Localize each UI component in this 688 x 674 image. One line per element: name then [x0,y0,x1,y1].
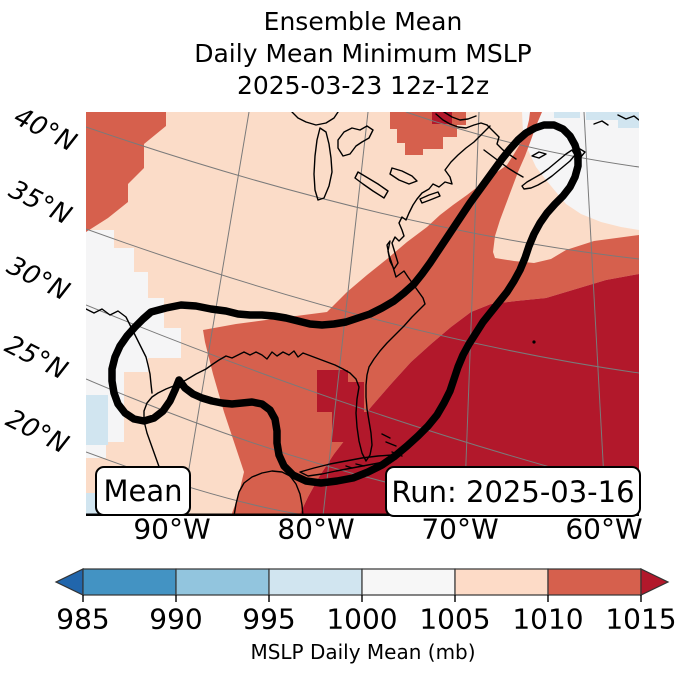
meridian-60w [583,112,607,516]
coastline-pei [531,151,547,159]
cbar-tick-995: 995 [242,602,296,636]
colorbar-seg-990-995 [175,568,270,596]
coastline-bay-of-fundy [483,149,524,178]
title-line-1: Ensemble Mean [263,7,463,36]
cbar-tick-990: 990 [149,602,203,636]
member-label: Mean [103,474,183,508]
lon-tick-60w: 60°W [565,512,643,546]
parallel-45n [405,112,639,168]
meridian-70w [463,112,480,516]
run-label: Run: 2025-03-16 [391,474,635,509]
lon-tick-70w: 70°W [421,512,499,546]
parallel-40n [86,126,639,260]
lat-tick-25n: 25°N [0,329,73,387]
title-block: Ensemble Mean Daily Mean Minimum MSLP 20… [86,6,640,102]
colorbar-seg-1005-1010 [454,568,549,596]
run-label-box: Run: 2025-03-16 [385,466,641,517]
coastline-florida-keys [345,463,365,469]
lake-erie [354,171,389,199]
coastline-st-lawrence [435,113,488,129]
parallel-35n [86,228,639,374]
title-line-3: 2025-03-23 12z-12z [236,71,490,100]
cbar-tick-1000: 1000 [326,602,398,636]
colorbar-seg-985-990 [82,568,177,596]
meridian-80w [322,112,369,516]
coastline-anticosti [593,120,609,126]
lat-tick-40n: 40°N [8,101,82,159]
bermuda-dot [532,340,536,344]
lake-michigan [313,127,333,201]
coastline-st-lawrence-north [443,112,477,121]
colorbar-over-arrow [640,568,670,596]
coastline-long-island [419,191,441,204]
parallel-20n [86,451,312,516]
lat-tick-35n: 35°N [3,174,77,232]
colorbar-seg-995-1000 [268,568,363,596]
lake-huron [337,125,374,157]
colorbar-seg-1010-1015 [547,568,642,596]
meridian-90w [180,112,250,516]
lon-tick-80w: 80°W [277,512,355,546]
lon-tick-90w: 90°W [133,512,211,546]
coastline-yucatan [233,470,304,516]
lat-tick-20n: 20°N [0,403,74,461]
colorbar-body [54,568,670,596]
cbar-tick-1005: 1005 [419,602,491,636]
member-label-box: Mean [95,466,191,516]
ensemble-contour [108,121,582,487]
title-line-2: Daily Mean Minimum MSLP [194,39,532,68]
lat-tick-30n: 30°N [1,250,75,308]
lake-superior [291,112,339,126]
colorbar-axis-label: MSLP Daily Mean (mb) [250,640,476,664]
colorbar-under-arrow [54,568,84,596]
colorbar [54,568,670,602]
coastline-mainland [143,125,491,516]
cbar-tick-1010: 1010 [512,602,584,636]
lake-ontario [389,167,418,185]
colorbar-seg-1000-1005 [361,568,456,596]
cbar-tick-1015: 1015 [605,602,677,636]
mslp-map [86,112,639,516]
coastline-nova-scotia [521,149,576,190]
colorbar-ticks [82,595,642,602]
cbar-tick-985: 985 [56,602,110,636]
coastline-newfoundland-edge [617,114,639,121]
